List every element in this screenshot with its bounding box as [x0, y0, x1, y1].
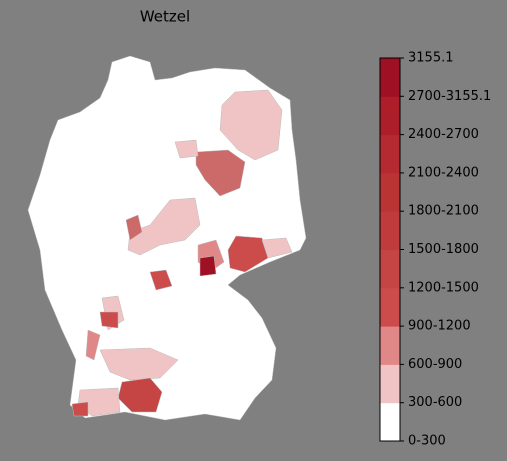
colorbar-segment	[380, 287, 400, 327]
colorbar-segment	[380, 249, 400, 289]
colorbar-segment	[380, 211, 400, 250]
colorbar-segment	[380, 364, 400, 404]
region	[261, 237, 293, 259]
colorbar-label: 2400-2700	[408, 127, 479, 142]
colorbar-segment	[380, 326, 400, 365]
region	[71, 401, 89, 417]
colorbar-label: 2700-3155.1	[408, 89, 491, 104]
region	[174, 139, 199, 159]
region	[99, 347, 179, 381]
colorbar-segment	[380, 58, 400, 97]
map	[27, 55, 307, 421]
colorbar-label: 1800-2100	[408, 204, 479, 219]
colorbar-label: 900-1200	[408, 319, 471, 334]
region	[99, 311, 119, 329]
colorbar-label: 2100-2400	[408, 165, 479, 180]
colorbar-segment	[380, 96, 400, 136]
colorbar-label: 300-600	[408, 395, 462, 410]
region	[195, 149, 246, 197]
colorbar-segment	[380, 402, 400, 442]
colorbar-label: 600-900	[408, 357, 462, 372]
colorbar: 0-300 300-600 600-900 900-1200 1200-1500 1500…	[379, 51, 491, 449]
colorbar-label: 3155.1	[408, 51, 454, 66]
region	[149, 269, 173, 291]
region	[219, 89, 283, 161]
region	[199, 255, 217, 277]
colorbar-label: 1200-1500	[408, 280, 479, 295]
region	[125, 214, 143, 241]
region	[227, 235, 269, 273]
colorbar-label: 0-300	[408, 434, 446, 449]
region	[77, 387, 121, 417]
region	[85, 329, 101, 361]
colorbar-segment	[380, 134, 400, 174]
colorbar-label: 1500-1800	[408, 242, 479, 257]
map-title: Wetzel	[140, 8, 190, 26]
colorbar-segment	[380, 172, 400, 212]
